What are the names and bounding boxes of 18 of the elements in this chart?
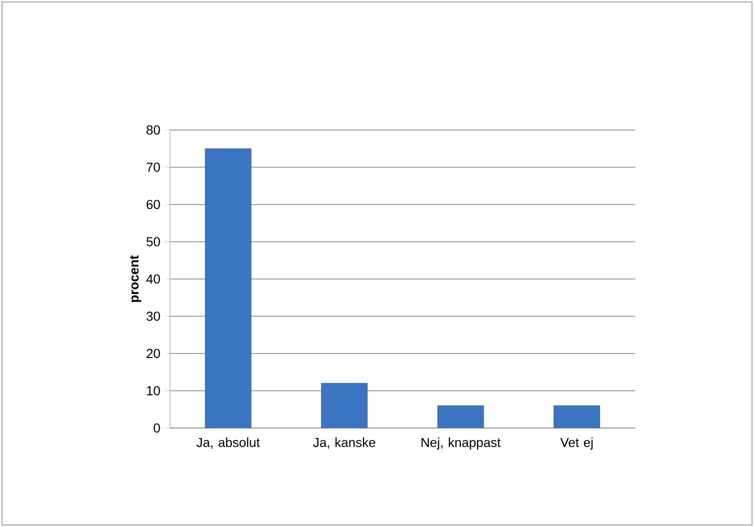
bar — [554, 405, 600, 428]
bar — [204, 148, 252, 428]
y-tick-label: 40 — [146, 274, 160, 284]
y-tick-label: 50 — [146, 237, 160, 246]
x-tick-label: Ja, kanske — [313, 438, 376, 449]
x-tick-label: Ja, absolut — [196, 438, 260, 449]
y-tick-label: 80 — [146, 125, 160, 135]
x-tick-label: Vet ej — [560, 438, 593, 450]
y-tick-label: 20 — [146, 348, 160, 358]
y-axis-title: procent — [130, 255, 142, 302]
bar — [437, 405, 484, 428]
x-tick-label: Nej, knappast — [422, 438, 501, 450]
y-tick-label: 70 — [146, 162, 160, 172]
bar — [321, 383, 368, 428]
y-tick-label: 10 — [147, 386, 160, 396]
y-tick-label: 0 — [154, 423, 160, 433]
y-tick-label: 30 — [146, 312, 160, 321]
y-tick-label: 60 — [146, 200, 160, 210]
